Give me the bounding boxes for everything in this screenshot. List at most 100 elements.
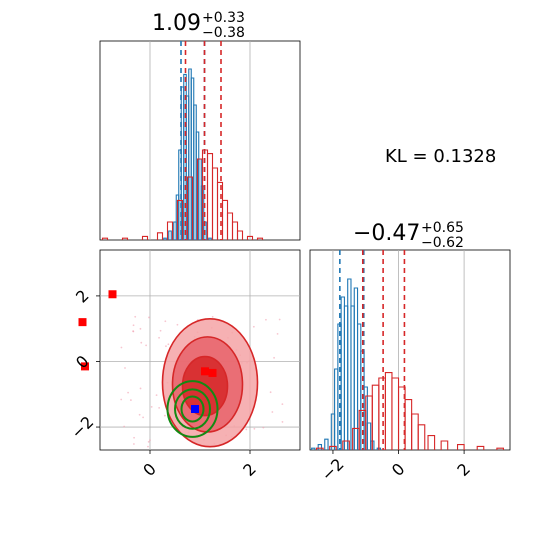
sample-point [164,320,167,323]
hist-bar [163,237,167,240]
sample-point [140,341,143,344]
green-contour [180,395,205,423]
red-marker [108,290,117,299]
hist-bar [121,237,129,240]
hist-bar [156,232,164,240]
hist-bar [366,422,372,450]
hist-bar [496,447,504,450]
top-marginal-title-plus: +0.33 [202,10,245,26]
hist-bar [208,237,212,240]
green-contour [174,388,211,430]
hist-bar [316,447,324,450]
sample-point [276,332,279,335]
sample-point [123,425,126,428]
sample-point [129,399,132,401]
hist-bar [311,447,316,450]
hist-bar [329,445,337,450]
kl-annotation: KL = 0.1328 [385,146,497,167]
sample-point [138,413,141,416]
hist-bar [342,440,350,450]
right-marginal-panel: −2 0 2 −0.47 +0.65 −0.62 [309,220,511,485]
sample-point [139,387,142,390]
sample-point [155,394,158,397]
y-tick-label: −2 [67,412,97,442]
hist-bar [186,176,194,240]
sample-point [245,428,248,431]
sample-point [265,318,267,321]
sample-point [120,346,123,349]
sample-point [150,405,153,408]
sample-point [271,411,274,413]
green-contour [166,380,219,438]
red-marker [208,368,217,377]
sample-point [133,443,135,445]
hist-bar [317,444,323,450]
sample-point [133,436,135,439]
sample-point [145,344,148,347]
hist-bar [324,438,329,450]
red-marker [78,318,87,327]
red-contour [181,355,229,417]
sample-point [158,406,161,409]
x-tick-label: 0 [388,459,409,480]
sample-point [278,318,281,321]
sample-point [281,421,284,423]
sample-point [269,391,272,394]
sample-point [147,445,149,448]
y-tick-label: 2 [72,286,93,307]
sample-point [120,398,123,401]
hist-bar [166,221,174,240]
x-tick-label: 2 [239,459,260,480]
sample-point [253,427,256,430]
top-marginal-title-minus: −0.38 [202,25,245,41]
right-marginal-title-value: −0.47 [353,221,420,246]
sample-point [165,345,167,348]
sample-point [139,327,142,330]
blue-marker [191,405,199,414]
sample-point [147,440,150,443]
sample-point [159,329,162,332]
sample-point [132,330,135,333]
red-marker [201,367,209,376]
hist-bar [176,199,184,240]
sample-point [158,336,160,339]
top-marginal-frame [99,40,301,241]
sample-point [124,367,126,369]
hist-bar [363,386,368,450]
red-marker [81,362,89,371]
hist-bar [236,230,244,240]
x-tick-label: 0 [139,459,160,480]
hist-bar [476,445,485,450]
right-marginal-title-plus: +0.65 [421,220,464,236]
top-marginal-panel: 1.09 +0.33 −0.38 [99,10,301,241]
sample-point [211,315,214,318]
sample-point [134,315,137,318]
hist-bar [168,230,172,240]
top-marginal-title-value: 1.09 [152,11,201,36]
right-marginal-title-minus: −0.62 [421,235,464,251]
hist-bar [141,235,149,240]
sample-point [273,356,275,359]
hist-bar [246,235,254,240]
sample-point [252,325,255,328]
sample-point [132,324,135,327]
x-tick-label: 2 [453,459,474,480]
hist-bar [440,440,449,450]
joint-panel: 0 2 −2 0 2 [67,249,301,480]
y-tick-label: 0 [72,352,93,373]
hist-bar [417,424,426,450]
sample-point [163,414,166,417]
sample-point [148,316,150,319]
sample-point [262,426,265,429]
sample-point [149,439,151,442]
sample-point [167,343,170,346]
right-marginal-frame [309,249,511,451]
sample-point [127,391,130,394]
sample-point [176,323,179,326]
hist-bar [101,237,109,240]
sample-point [281,403,284,406]
x-tick-label: −2 [318,455,348,485]
hist-bar [456,444,465,450]
hist-bar [256,237,264,240]
